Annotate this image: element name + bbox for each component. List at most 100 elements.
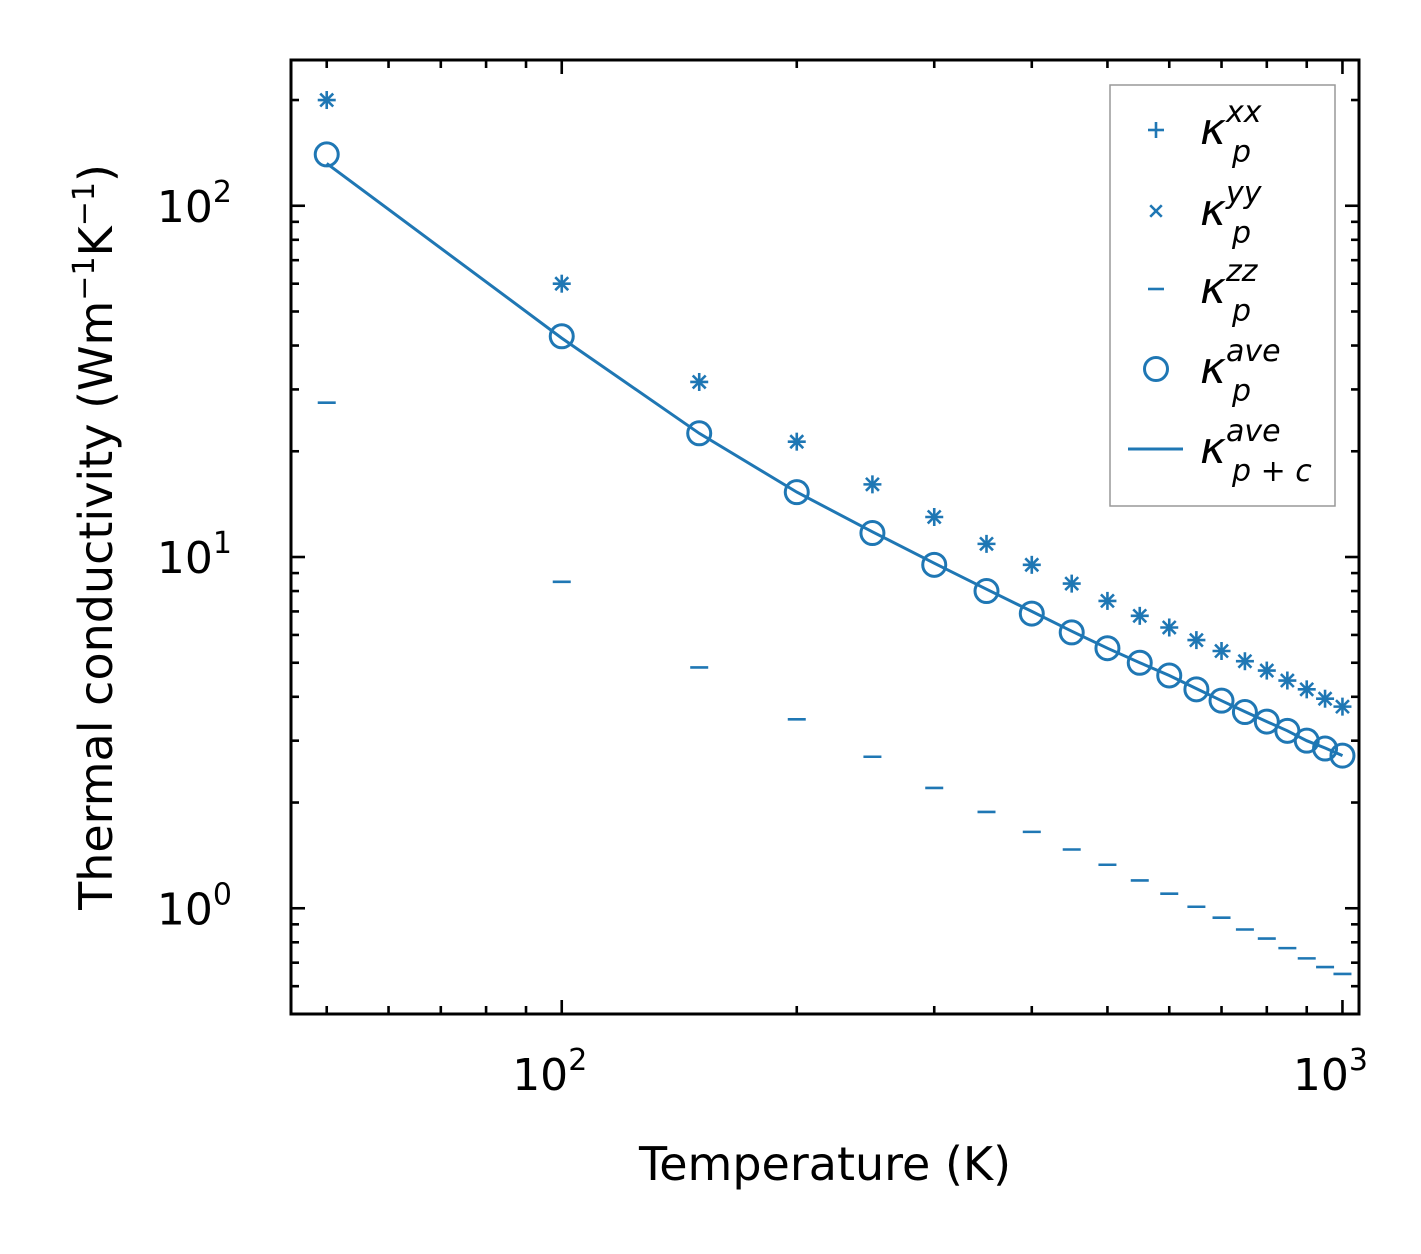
point-kappa_p_ave-13-ring (1208, 687, 1235, 714)
x-axis-title: Temperature (K) (638, 1137, 1011, 1191)
plot-frame (289, 58, 1361, 1016)
point-kappa_p_yy-17 (1299, 681, 1315, 697)
legend-entry-kappa_p_ave: κave p (1143, 334, 1281, 409)
series-line-kappa_pc_ave (325, 162, 1344, 757)
point-kappa_p_ave-2 (686, 420, 713, 447)
point-kappa_p_yy-6 (979, 536, 994, 552)
point-kappa_p_ave-9-ring (1094, 635, 1121, 662)
legend-label-kappa_pc_ave: κave p + c (1200, 414, 1312, 489)
point-kappa_p_ave-18 (1312, 735, 1339, 762)
x-tick-label-0: 102 (512, 1043, 587, 1101)
legend-label-kappa_p_xx: κxx p (1200, 95, 1262, 170)
legend-marker-kappa_p_ave (1143, 356, 1169, 382)
point-kappa_p_yy-10-d2 (1132, 608, 1148, 624)
point-kappa_p_yy-18-d2 (1317, 691, 1333, 707)
point-kappa_p_ave-6 (973, 578, 1000, 605)
point-kappa_p_yy-4-d2 (865, 476, 880, 492)
y-tick-label-exp-0: 0 (213, 877, 232, 912)
point-kappa_p_ave-0 (313, 141, 340, 168)
y-axis-title-exp1: −1 (67, 256, 102, 300)
series-kappa_p_yy (319, 92, 1350, 715)
point-kappa_p_yy-1 (554, 276, 570, 292)
point-kappa_p_ave-4 (859, 520, 886, 547)
y-tick-label-2: 102 (157, 175, 232, 233)
point-kappa_p_ave-9 (1094, 635, 1121, 662)
point-kappa_p_yy-0 (319, 92, 335, 108)
legend-label-kappa_p_ave: κave p (1200, 334, 1281, 409)
legend-label-kappa_p_zz: κzz p (1200, 254, 1259, 329)
point-kappa_p_yy-13-d2 (1214, 643, 1229, 659)
point-kappa_p_ave-19 (1329, 742, 1356, 769)
point-kappa_p_ave-3 (783, 479, 810, 506)
y-axis-title: Thermal conductivity (Wm−1K−1) (67, 164, 123, 911)
point-kappa_p_yy-12-d2 (1188, 632, 1204, 648)
point-kappa_p_ave-5-ring (921, 551, 948, 578)
point-kappa_p_ave-12 (1183, 676, 1210, 703)
point-kappa_p_yy-12 (1188, 632, 1204, 648)
y-tick-label-exp-1: 1 (213, 526, 232, 561)
point-kappa_p_yy-5 (926, 509, 942, 525)
legend-label-base: κ (1200, 343, 1226, 394)
point-kappa_p_ave-6-ring (973, 578, 1000, 605)
legend-entry-kappa_p_yy: κyy p (1149, 176, 1263, 251)
point-kappa_p_yy-10 (1132, 608, 1148, 624)
point-kappa_p_yy-2-d2 (691, 374, 707, 390)
point-kappa_p_yy-7-d2 (1024, 557, 1040, 573)
series-kappa_p_zz (317, 401, 1352, 976)
x-tick-label-exp-0: 2 (568, 1043, 587, 1078)
point-kappa_p_yy-18 (1317, 691, 1333, 707)
y-tick-label-exp-2: 2 (213, 175, 232, 210)
point-kappa_p_yy-3-d2 (789, 434, 805, 450)
point-kappa_p_yy-15-d2 (1259, 663, 1275, 678)
point-kappa_p_ave-8-ring (1058, 619, 1085, 646)
point-kappa_p_yy-19 (1335, 699, 1350, 715)
point-kappa_p_yy-7 (1024, 557, 1040, 573)
legend-label-base: κ (1200, 185, 1226, 236)
point-kappa_p_yy-17-d2 (1299, 681, 1315, 697)
point-kappa_p_ave-5 (921, 551, 948, 578)
legend-label-sup: ave (1226, 334, 1281, 369)
x-tick-label-1: 103 (1293, 1043, 1368, 1101)
y-tick-label-1: 101 (157, 526, 232, 584)
y-axis-title-close: ) (69, 164, 123, 182)
point-kappa_p_ave-14-ring (1231, 699, 1258, 726)
point-kappa_p_ave-11 (1156, 662, 1183, 689)
legend-label-base: κ (1200, 263, 1226, 314)
legend-label-sup: zz (1225, 254, 1259, 289)
series-layer (313, 91, 1356, 976)
point-kappa_p_yy-11 (1161, 620, 1177, 635)
legend-entry-kappa_p_xx: κxx p (1148, 95, 1262, 170)
point-kappa_p_ave-8 (1058, 619, 1085, 646)
legend-label-sub: p (1231, 216, 1251, 251)
point-kappa_p_yy-14 (1237, 653, 1253, 669)
point-kappa_p_yy-3 (789, 434, 805, 450)
legend-label-sub: p (1231, 374, 1251, 409)
point-kappa_p_yy-0-d2 (319, 92, 335, 108)
point-kappa_p_ave-3-ring (783, 479, 810, 506)
point-kappa_p_yy-16-d2 (1279, 673, 1295, 688)
point-kappa_p_ave-2-ring (686, 420, 713, 447)
point-kappa_p_yy-9-d2 (1100, 593, 1115, 609)
legend-entry-kappa_pc_ave: κave p + c (1128, 414, 1312, 489)
legend-marker-kappa_p_yy (1149, 204, 1163, 218)
point-kappa_p_ave-12-ring (1183, 676, 1210, 703)
point-kappa_p_ave-7-ring (1018, 600, 1045, 627)
y-axis-title-unit-k: K (69, 224, 123, 256)
y-axis-title-text: Thermal conductivity (Wm (69, 301, 123, 911)
point-kappa_p_ave-14 (1231, 699, 1258, 726)
legend-label-sub: p + c (1231, 454, 1312, 489)
legend-label-sup: yy (1225, 176, 1263, 211)
point-kappa_p_ave-4-ring (859, 520, 886, 547)
point-kappa_p_yy-9 (1100, 593, 1115, 609)
point-kappa_p_yy-11-d2 (1161, 620, 1177, 635)
legend-frame (1109, 84, 1336, 507)
point-kappa_p_yy-15 (1259, 663, 1275, 678)
point-kappa_p_yy-6-d2 (979, 536, 994, 552)
series-kappa_pc_ave (325, 162, 1344, 757)
y-axis-title-exp2: −1 (67, 182, 102, 226)
point-kappa_p_yy-19-d2 (1335, 699, 1350, 715)
point-kappa_p_yy-16 (1279, 673, 1295, 688)
point-kappa_p_yy-8-d2 (1064, 576, 1080, 592)
